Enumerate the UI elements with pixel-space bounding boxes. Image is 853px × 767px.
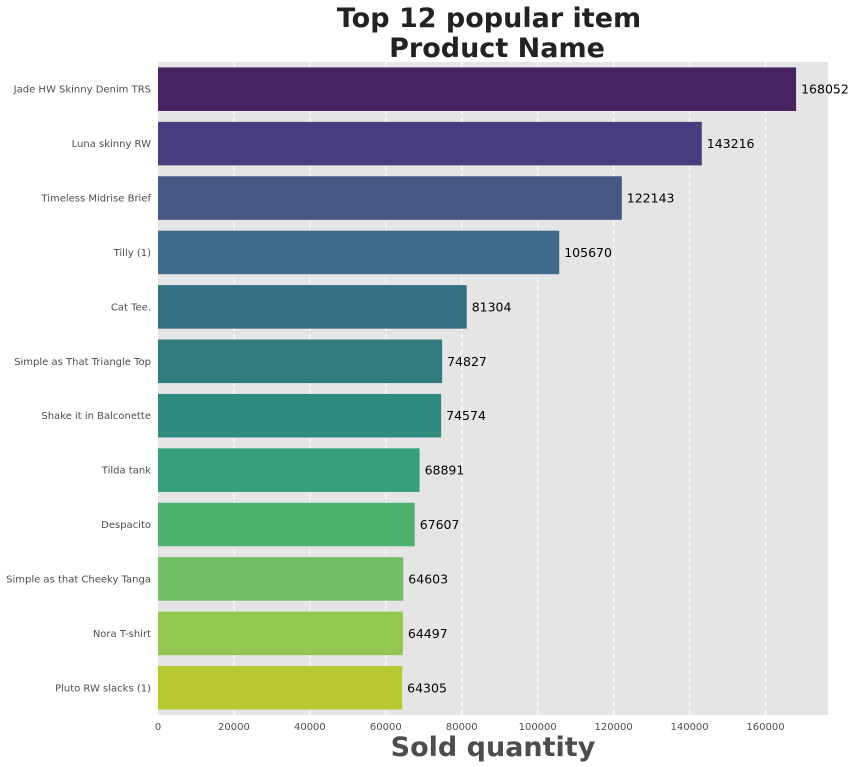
bar — [158, 121, 702, 166]
y-tick-label: Simple as that Cheeky Tanga — [6, 574, 151, 585]
data-label: 81304 — [472, 299, 512, 314]
y-tick-label: Cat Tee. — [111, 302, 151, 313]
data-label: 64497 — [408, 626, 448, 641]
bar — [158, 666, 403, 710]
bar — [158, 393, 442, 438]
plot-background — [158, 62, 828, 715]
x-tick-label: 140000 — [670, 722, 708, 733]
bar — [158, 502, 415, 547]
y-tick-label: Jade HW Skinny Denim TRS — [13, 85, 151, 96]
grid-lines — [233, 62, 767, 715]
data-label: 74827 — [447, 354, 487, 369]
data-label: 168052 — [801, 82, 849, 97]
chart-title: Top 12 popular item — [337, 3, 641, 34]
data-label: 68891 — [425, 463, 465, 478]
bar — [158, 67, 797, 111]
y-tick-label: Timeless Midrise Brief — [40, 194, 151, 205]
x-axis-label: Sold quantity — [391, 732, 596, 763]
x-tick-label: 40000 — [294, 722, 326, 733]
x-tick-label: 60000 — [370, 722, 402, 733]
chart-subtitle: Product Name — [389, 33, 605, 64]
x-tick-label: 100000 — [519, 722, 557, 733]
bar — [158, 285, 467, 329]
bar — [158, 339, 443, 384]
data-label: 143216 — [707, 136, 755, 151]
data-label: 67607 — [420, 517, 460, 532]
bars — [158, 67, 797, 710]
bar — [158, 176, 622, 220]
data-label: 74574 — [446, 408, 486, 423]
y-tick-labels: Jade HW Skinny Denim TRS Luna skinny RW Ti… — [6, 85, 151, 695]
y-tick-label: Luna skinny RW — [72, 139, 151, 150]
x-tick-label: 120000 — [595, 722, 633, 733]
x-tick-label: 160000 — [746, 722, 784, 733]
bar — [158, 557, 404, 601]
x-tick-labels: 0 20000 40000 60000 80000 100000 120000 140000 1… — [155, 722, 785, 733]
y-tick-label: Pluto RW slacks (1) — [55, 683, 151, 694]
y-tick-label: Nora T-shirt — [93, 629, 151, 640]
x-tick-label: 20000 — [218, 722, 250, 733]
data-label: 122143 — [627, 191, 675, 206]
y-tick-label: Shake it in Balconette — [41, 411, 151, 422]
y-tick-label: Tilda tank — [101, 466, 151, 477]
y-tick-label: Simple as That Triangle Top — [14, 357, 151, 368]
x-tick-label: 80000 — [446, 722, 478, 733]
data-labels: 168052 143216 122143 105670 81304 74827 74574 6… — [407, 82, 849, 696]
data-label: 64603 — [408, 571, 448, 586]
bar — [158, 611, 403, 656]
bar — [158, 230, 560, 275]
y-tick-label: Tilly (1) — [113, 248, 151, 259]
y-tick-label: Despacito — [101, 520, 151, 531]
x-tick-label: 0 — [155, 722, 161, 733]
data-label: 105670 — [564, 245, 612, 260]
bar — [158, 448, 420, 492]
data-label: 64305 — [407, 680, 447, 695]
